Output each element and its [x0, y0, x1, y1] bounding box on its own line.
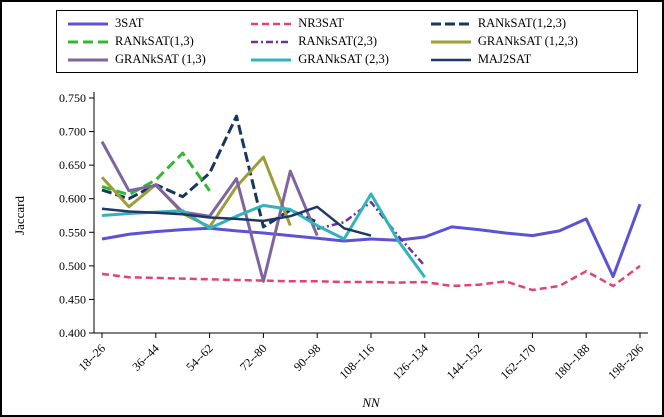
x-tick-label: 198--206 — [605, 341, 646, 382]
series-line-ranksat-1-3- — [101, 151, 211, 197]
legend-label: GRANkSAT (2,3) — [298, 52, 389, 66]
series-line-ranksat-2-3- — [316, 200, 426, 267]
legend-item-granksat-2-3-: GRANkSAT (2,3) — [250, 52, 430, 67]
x-tick-label: 144--152 — [444, 341, 485, 382]
y-tick-label: 0.750 — [59, 91, 86, 105]
x-tick-label: 54--62 — [183, 341, 216, 374]
y-tick-label: 0.600 — [59, 192, 86, 206]
legend-label: NR3SAT — [298, 16, 345, 30]
legend-line-sample-icon — [68, 40, 108, 43]
y-tick-label: 0.400 — [59, 326, 86, 340]
y-tick-label: 0.700 — [59, 125, 86, 139]
legend-item-3sat: 3SAT — [67, 16, 250, 31]
x-tick-label: 162--170 — [498, 341, 539, 382]
legend-label: RANkSAT(1,3) — [115, 34, 194, 48]
legend-line-sample-icon — [430, 40, 471, 43]
series-line-nr3sat — [101, 264, 641, 292]
legend-label: MAJ2SAT — [477, 52, 532, 66]
series-line-maj2sat — [101, 205, 372, 237]
legend-item-nr3sat: NR3SAT — [250, 16, 430, 31]
legend-item-ranksat-1-3-: RANkSAT(1,3) — [67, 34, 250, 49]
series-line-ranksat-1-2-3- — [101, 114, 318, 229]
legend-line-sample-icon — [68, 22, 108, 25]
legend-item-granksat-1-2-3-: GRANkSAT (1,2,3) — [430, 34, 631, 49]
legend-item-maj2sat: MAJ2SAT — [430, 52, 631, 67]
legend-line-sample-icon — [430, 58, 471, 61]
x-tick-label: 126--134 — [390, 341, 431, 382]
legend-line-sample-icon — [68, 58, 108, 61]
x-tick-label: 18--26 — [76, 341, 109, 374]
legend-label: GRANkSAT (1,3) — [115, 52, 206, 66]
x-tick-label: 90--98 — [291, 341, 324, 374]
legend-line-sample-icon — [251, 22, 292, 25]
legend-item-granksat-1-3-: GRANkSAT (1,3) — [67, 52, 250, 67]
legend-line-sample-icon — [430, 22, 471, 25]
series-line-granksat-2-3- — [101, 192, 427, 279]
x-tick-label: 72--80 — [237, 341, 270, 374]
legend-label: RANkSAT(2,3) — [298, 34, 378, 48]
y-tick-label: 0.550 — [59, 225, 86, 239]
legend-line-sample-icon — [251, 40, 292, 43]
legend-item-ranksat-2-3-: RANkSAT(2,3) — [250, 34, 430, 49]
legend-item-ranksat-1-2-3-: RANkSAT(1,2,3) — [430, 16, 631, 31]
x-tick-label: 36--44 — [129, 341, 162, 374]
y-tick-label: 0.450 — [59, 292, 86, 306]
legend-line-sample-icon — [251, 58, 292, 61]
legend-label: 3SAT — [115, 16, 144, 30]
x-tick-label: 180--188 — [551, 341, 592, 382]
legend-label: RANkSAT(1,2,3) — [477, 16, 567, 30]
series-line-3sat — [101, 203, 642, 279]
chart-legend: 3SAT NR3SAT RANkSAT(1,2,3) RANkSAT(1,3) RANk… — [56, 10, 638, 73]
y-tick-label: 0.500 — [59, 259, 86, 273]
legend-label: GRANkSAT (1,2,3) — [477, 34, 578, 48]
y-axis-title: Jaccard — [12, 196, 27, 235]
x-tick-label: 108--116 — [336, 341, 377, 382]
x-axis-title: NN — [361, 395, 381, 410]
y-tick-label: 0.650 — [59, 158, 86, 172]
